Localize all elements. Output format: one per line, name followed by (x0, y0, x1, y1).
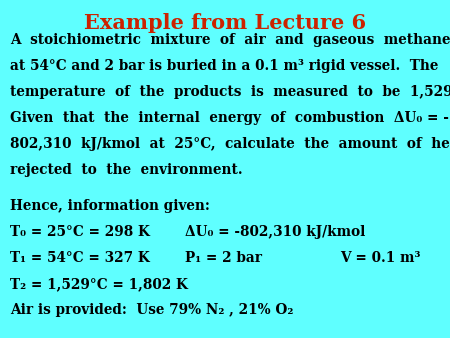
Text: T₀ = 25°C = 298 K: T₀ = 25°C = 298 K (10, 225, 150, 239)
Text: temperature  of  the  products  is  measured  to  be  1,529°C.: temperature of the products is measured … (10, 85, 450, 99)
Text: rejected  to  the  environment.: rejected to the environment. (10, 163, 243, 177)
Text: Air is provided:  Use 79% N₂ , 21% O₂: Air is provided: Use 79% N₂ , 21% O₂ (10, 303, 293, 317)
Text: V = 0.1 m³: V = 0.1 m³ (340, 251, 420, 265)
Text: 802,310  kJ/kmol  at  25°C,  calculate  the  amount  of  heat: 802,310 kJ/kmol at 25°C, calculate the a… (10, 137, 450, 151)
Text: Hence, information given:: Hence, information given: (10, 199, 210, 213)
Text: A  stoichiometric  mixture  of  air  and  gaseous  methane: A stoichiometric mixture of air and gase… (10, 33, 450, 47)
Text: P₁ = 2 bar: P₁ = 2 bar (185, 251, 262, 265)
Text: T₂ = 1,529°C = 1,802 K: T₂ = 1,529°C = 1,802 K (10, 277, 188, 291)
Text: ΔU₀ = -802,310 kJ/kmol: ΔU₀ = -802,310 kJ/kmol (185, 225, 365, 239)
Text: Given  that  the  internal  energy  of  combustion  ΔU₀ = -: Given that the internal energy of combus… (10, 111, 449, 125)
Text: at 54°C and 2 bar is buried in a 0.1 m³ rigid vessel.  The: at 54°C and 2 bar is buried in a 0.1 m³ … (10, 59, 438, 73)
Text: T₁ = 54°C = 327 K: T₁ = 54°C = 327 K (10, 251, 150, 265)
Text: Example from Lecture 6: Example from Lecture 6 (84, 13, 366, 33)
